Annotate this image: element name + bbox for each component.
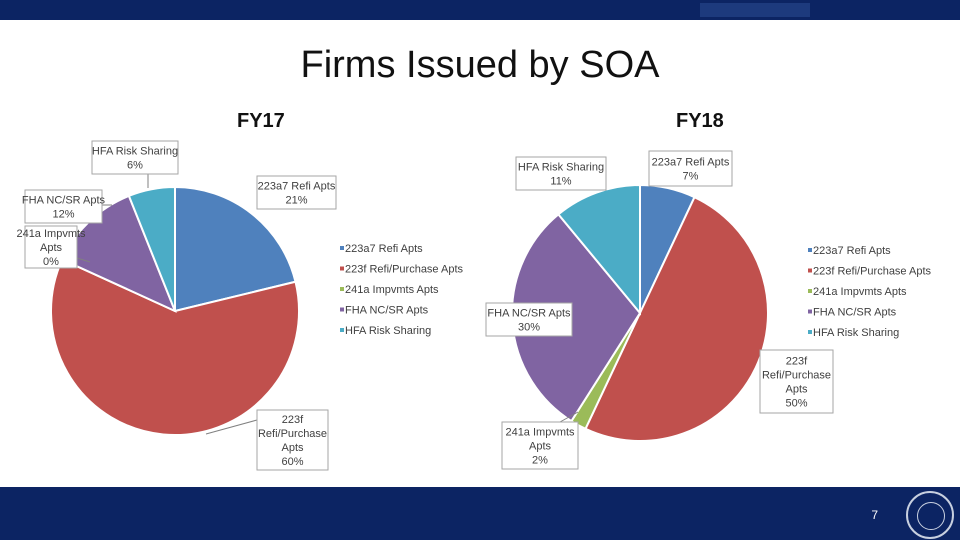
fy18-label-box-223f-refi-purchase-apts <box>759 349 834 414</box>
fy18-slice-hfa-risk-sharing <box>557 183 641 316</box>
fy18-label-box-223a7-refi-apts <box>648 150 733 187</box>
fy17-data-label-241a-impvmts-apts: Apts <box>40 242 63 254</box>
fy18-data-label-223f-refi-purchase-apts: Apts <box>785 384 808 396</box>
fy18-title: FY18 <box>676 110 724 132</box>
fy17-slice-223f-refi-purchase-apts <box>50 258 300 436</box>
fy18-legend-swatch-hfa-risk-sharing <box>808 330 812 334</box>
page-number: 7 <box>871 508 878 522</box>
fy18-data-label-hfa-risk-sharing: 11% <box>550 176 571 188</box>
fy17-legend-label-fha-nc-sr-apts: FHA NC/SR Apts <box>345 305 429 317</box>
fy17-data-label-hfa-risk-sharing: HFA Risk Sharing <box>92 146 178 158</box>
fy17-legend-swatch-hfa-risk-sharing <box>340 328 344 332</box>
fy18-label-box-241a-impvmts-apts <box>501 421 579 470</box>
fy18-data-label-241a-impvmts-apts: 241a Impvmts <box>505 427 575 439</box>
fy17-leader-line <box>76 257 91 263</box>
fy17-legend-swatch-223f-refi-purchase-apts <box>340 266 344 271</box>
fy17-label-box-fha-nc-sr-apts <box>24 189 103 224</box>
fy18-data-label-hfa-risk-sharing: HFA Risk Sharing <box>518 162 604 174</box>
fy18-legend-label-223a7-refi-apts: 223a7 Refi Apts <box>813 245 891 257</box>
slide-title: Firms Issued by SOA <box>300 44 660 86</box>
fy18-data-label-223f-refi-purchase-apts: 223f <box>786 356 808 368</box>
fy18-legend-swatch-223f-refi-purchase-apts <box>808 268 812 273</box>
fy17-legend-label-223f-refi-purchase-apts: 223f Refi/Purchase Apts <box>345 264 464 276</box>
banner-mark <box>700 3 810 17</box>
fy18-data-label-223f-refi-purchase-apts: Refi/Purchase <box>762 370 831 382</box>
fy17-legend-swatch-fha-nc-sr-apts <box>340 307 344 312</box>
bottom-banner <box>0 487 960 540</box>
fy18-data-label-fha-nc-sr-apts: 30% <box>518 322 540 334</box>
fy17-legend-label-hfa-risk-sharing: HFA Risk Sharing <box>345 325 431 337</box>
fy18-slice-223f-refi-purchase-apts <box>584 195 769 442</box>
fy18-data-label-241a-impvmts-apts: Apts <box>529 441 552 453</box>
fy18-legend-label-hfa-risk-sharing: HFA Risk Sharing <box>813 327 899 339</box>
fy18-leader-line <box>559 411 579 423</box>
fy17-legend-swatch-223a7-refi-apts <box>340 246 344 250</box>
fy18-data-label-223f-refi-purchase-apts: 50% <box>785 398 807 410</box>
fy17-data-label-241a-impvmts-apts: 241a Impvmts <box>16 228 86 240</box>
fy17-title: FY17 <box>237 110 285 132</box>
fy17-legend-swatch-241a-impvmts-apts <box>340 287 344 291</box>
fy18-data-label-223a7-refi-apts: 7% <box>683 171 699 183</box>
fy17-slice-223a7-refi-apts <box>174 185 297 313</box>
fy18-label-box-fha-nc-sr-apts <box>485 302 573 337</box>
top-banner <box>0 0 960 20</box>
fy17-data-label-223f-refi-purchase-apts: 223f <box>282 414 304 426</box>
fy18-legend-label-223f-refi-purchase-apts: 223f Refi/Purchase Apts <box>813 266 932 278</box>
fy17-data-label-223f-refi-purchase-apts: Apts <box>281 442 304 454</box>
fy17-label-box-223f-refi-purchase-apts <box>256 409 329 471</box>
fy17-data-label-fha-nc-sr-apts: FHA NC/SR Apts <box>22 195 106 207</box>
fy18-data-label-fha-nc-sr-apts: FHA NC/SR Apts <box>487 308 571 320</box>
fy17-data-label-223f-refi-purchase-apts: 60% <box>281 456 303 468</box>
hud-seal-logo <box>906 491 954 539</box>
fy18-legend-label-fha-nc-sr-apts: FHA NC/SR Apts <box>813 307 897 319</box>
fy17-leader-line <box>205 419 258 435</box>
fy17-legend-label-223a7-refi-apts: 223a7 Refi Apts <box>345 243 423 255</box>
fy17-data-label-223a7-refi-apts: 21% <box>285 195 307 207</box>
fy18-legend-swatch-223a7-refi-apts <box>808 248 812 252</box>
fy17-data-label-241a-impvmts-apts: 0% <box>43 256 59 268</box>
fy17-label-box-hfa-risk-sharing <box>91 140 179 175</box>
fy17-legend-label-241a-impvmts-apts: 241a Impvmts Apts <box>345 284 439 296</box>
fy18-legend-swatch-241a-impvmts-apts <box>808 289 812 293</box>
fy18-legend-swatch-fha-nc-sr-apts <box>808 309 812 314</box>
fy17-slice-hfa-risk-sharing <box>127 185 176 312</box>
fy17-label-box-241a-impvmts-apts <box>24 225 78 269</box>
fy18-label-box-hfa-risk-sharing <box>515 156 607 191</box>
fy18-data-label-223a7-refi-apts: 223a7 Refi Apts <box>652 157 730 169</box>
fy17-data-label-223f-refi-purchase-apts: Refi/Purchase <box>258 428 327 440</box>
fy17-data-label-fha-nc-sr-apts: 12% <box>52 209 74 221</box>
fy17-data-label-hfa-risk-sharing: 6% <box>127 160 143 172</box>
fy17-data-label-223a7-refi-apts: 223a7 Refi Apts <box>258 181 336 193</box>
fy18-data-label-241a-impvmts-apts: 2% <box>532 455 548 467</box>
fy17-label-box-223a7-refi-apts <box>256 175 337 210</box>
fy18-legend-label-241a-impvmts-apts: 241a Impvmts Apts <box>813 286 907 298</box>
